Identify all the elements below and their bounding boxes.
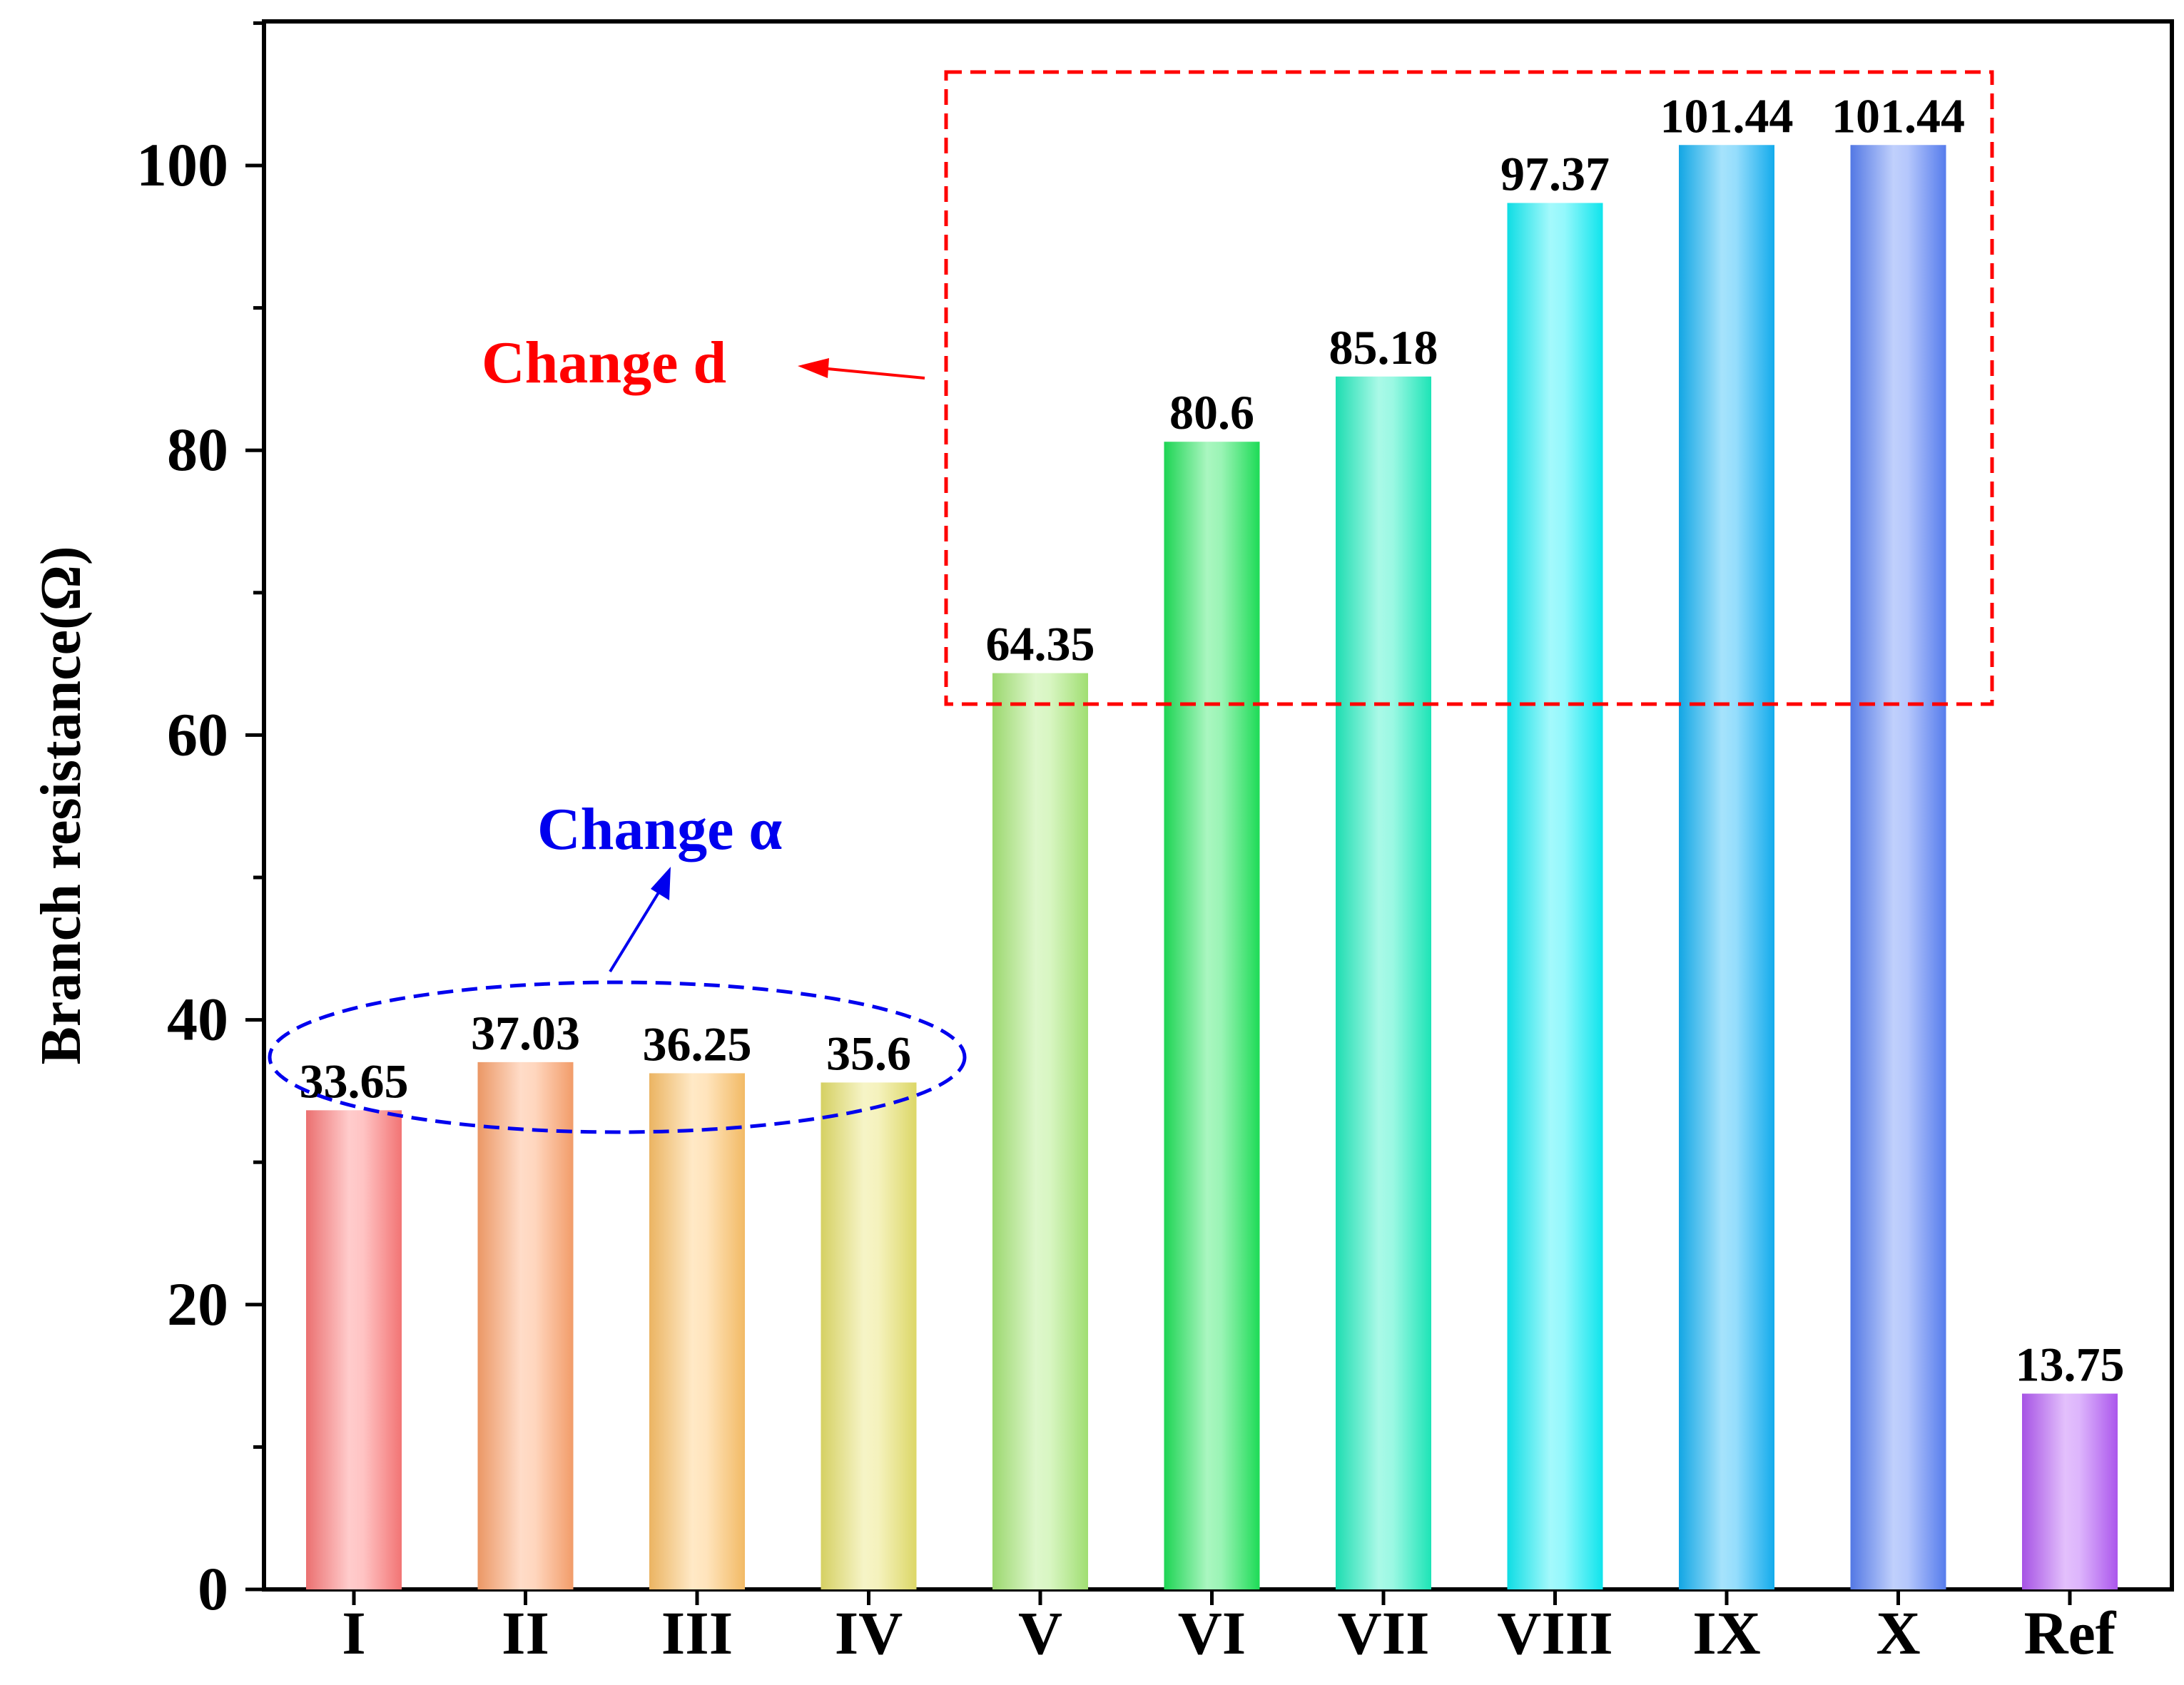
- x-tick-label: IX: [1692, 1599, 1761, 1667]
- change-alpha-label: Change α: [537, 796, 782, 862]
- y-tick-label: 100: [136, 131, 228, 199]
- x-tick-label: VI: [1178, 1599, 1246, 1667]
- x-tick-label: VII: [1337, 1599, 1429, 1667]
- bar-vii: [1336, 376, 1431, 1590]
- data-labels: 33.65 37.03 36.25 35.6 64.35 80.6 85.18 97.37 10…: [300, 88, 2125, 1391]
- data-label: 36.25: [643, 1017, 752, 1071]
- change-alpha-arrowhead-icon: [651, 867, 671, 900]
- y-tick-label: 0: [198, 1554, 228, 1623]
- bar-ix: [1679, 145, 1774, 1590]
- change-d-arrow: [820, 367, 925, 380]
- x-tick-label: II: [502, 1599, 549, 1667]
- y-tick-label: 80: [167, 415, 228, 484]
- bar-v: [992, 673, 1088, 1589]
- data-label: 33.65: [300, 1054, 409, 1108]
- y-tick-label: 40: [167, 985, 228, 1054]
- change-d-arrowhead-icon: [798, 358, 829, 378]
- bar-ref: [2022, 1393, 2118, 1589]
- change-alpha-ellipse: [268, 980, 967, 1134]
- change-alpha-arrow: [609, 889, 661, 973]
- bar-vi: [1164, 442, 1260, 1589]
- bars: [306, 145, 2118, 1590]
- bar-i: [306, 1110, 402, 1589]
- x-axis: I II III IV V VI VII VIII IX X Ref: [342, 1589, 2117, 1667]
- data-label: 35.6: [826, 1026, 911, 1080]
- data-label: 85.18: [1329, 320, 1438, 375]
- x-tick-label: V: [1018, 1599, 1062, 1667]
- bar-viii: [1507, 203, 1603, 1589]
- data-label: 37.03: [471, 1006, 580, 1060]
- data-label: 97.37: [1500, 146, 1610, 200]
- data-label: 101.44: [1832, 88, 1965, 143]
- y-tick-label: 60: [167, 700, 228, 768]
- x-tick-label: X: [1876, 1599, 1920, 1667]
- x-tick-label: I: [342, 1599, 365, 1667]
- change-alpha-annotation: Change α: [268, 796, 967, 1134]
- bar-iv: [821, 1082, 917, 1589]
- data-label: 101.44: [1660, 88, 1794, 143]
- x-tick-label: Ref: [2024, 1599, 2117, 1667]
- bar-ii: [477, 1062, 574, 1589]
- x-tick-label: VIII: [1497, 1599, 1613, 1667]
- bar-x: [1850, 145, 1946, 1590]
- change-d-box: [944, 70, 1994, 706]
- x-tick-label: III: [661, 1599, 733, 1667]
- data-label: 64.35: [986, 617, 1095, 671]
- y-axis: 0 20 40 60 80 100: [136, 21, 264, 1623]
- data-label: 13.75: [2016, 1338, 2125, 1392]
- change-d-label: Change d: [482, 330, 726, 396]
- x-tick-label: IV: [835, 1599, 903, 1667]
- y-axis-title: Branch resistance(Ω): [30, 546, 93, 1065]
- data-label: 80.6: [1169, 385, 1254, 439]
- y-tick-label: 20: [167, 1270, 228, 1338]
- change-d-annotation: Change d: [482, 70, 1994, 706]
- bar-iii: [649, 1073, 745, 1589]
